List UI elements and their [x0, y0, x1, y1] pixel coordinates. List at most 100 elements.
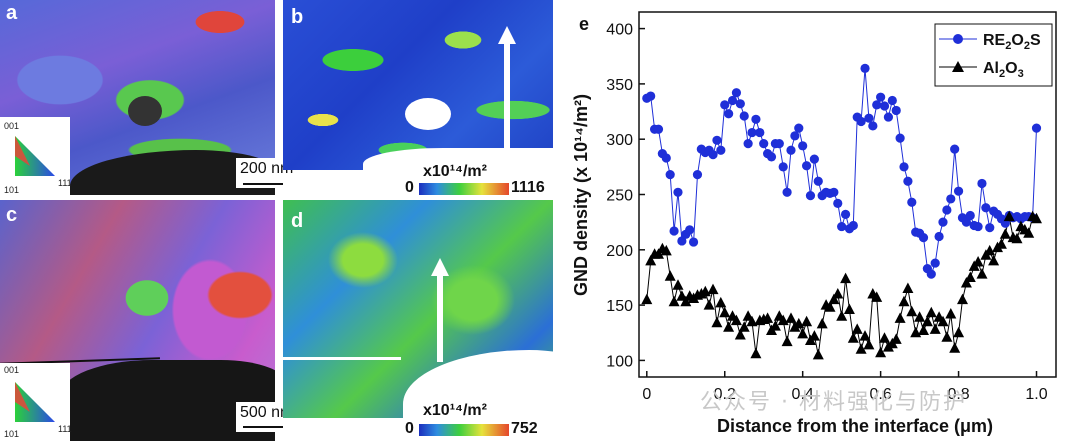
data-point-re2o2s [805, 191, 816, 201]
y-tick-label: 150 [606, 298, 633, 315]
ipf-key-101: 101 [4, 185, 20, 195]
data-point-re2o2s [669, 226, 679, 236]
data-point-al2o3 [664, 270, 676, 281]
panel-label-e: e [579, 14, 589, 34]
data-point-al2o3 [960, 277, 972, 288]
data-point-al2o3 [941, 331, 953, 342]
data-point-re2o2s [872, 100, 882, 110]
data-point-re2o2s [895, 133, 905, 143]
data-point-al2o3 [953, 326, 965, 338]
data-point-al2o3 [921, 315, 933, 327]
data-point-re2o2s [716, 145, 726, 155]
data-point-re2o2s [848, 220, 858, 231]
data-point-re2o2s [731, 88, 742, 98]
data-point-al2o3 [797, 327, 809, 339]
data-point-al2o3 [828, 293, 840, 305]
data-point-al2o3 [988, 254, 1000, 266]
data-point-re2o2s [946, 194, 956, 204]
data-point-re2o2s [907, 197, 917, 207]
data-point-re2o2s [759, 139, 769, 149]
data-point-al2o3 [832, 288, 844, 299]
data-point-al2o3 [750, 347, 762, 359]
data-point-re2o2s [794, 123, 804, 133]
data-point-re2o2s [899, 162, 909, 172]
data-point-al2o3 [945, 308, 957, 319]
data-point-al2o3 [1003, 210, 1015, 222]
data-point-al2o3 [1023, 227, 1035, 238]
y-tick-label: 200 [606, 243, 633, 260]
data-point-re2o2s [938, 217, 948, 227]
data-point-re2o2s [813, 176, 823, 186]
data-point-re2o2s [833, 198, 843, 208]
data-point-re2o2s [981, 203, 991, 213]
data-point-re2o2s [953, 186, 964, 196]
data-point-re2o2s [661, 153, 671, 163]
data-point-al2o3 [851, 323, 863, 334]
data-point-al2o3 [937, 315, 949, 327]
gnd-density-chart: e 100 150 200 250 300 350 400 0 0.2 0.4 0.6 0.8 1.0… [571, 11, 1057, 436]
x-tick-label: 0.2 [714, 386, 736, 403]
data-point-re2o2s [856, 116, 866, 127]
data-point-re2o2s [739, 111, 749, 121]
y-tick-label: 400 [606, 22, 633, 39]
legend-marker-al2o3 [952, 61, 964, 72]
data-point-al2o3 [925, 306, 937, 318]
data-point-re2o2s [692, 169, 703, 180]
data-point-re2o2s [786, 145, 796, 155]
data-point-al2o3 [840, 272, 852, 284]
data-point-re2o2s [860, 63, 870, 74]
data-point-re2o2s [755, 127, 765, 138]
data-point-al2o3 [847, 332, 859, 343]
data-point-re2o2s [774, 139, 784, 149]
data-point-re2o2s [653, 124, 664, 134]
colorbar-unit-d: x10¹⁴/m² [423, 402, 487, 419]
data-point-al2o3 [972, 256, 984, 267]
panel-label-d: d [291, 210, 304, 232]
data-point-al2o3 [734, 329, 746, 340]
arrow-up-icon [431, 258, 449, 276]
ipf-triangle-icon [15, 136, 55, 176]
data-point-al2o3 [672, 279, 684, 290]
y-tick-label: 250 [606, 188, 633, 205]
watermark-text: 公众号 · 材料强化与防护 [700, 390, 967, 415]
data-point-re2o2s [751, 114, 761, 124]
data-point-al2o3 [906, 305, 918, 317]
data-point-al2o3 [719, 306, 731, 318]
data-point-al2o3 [781, 335, 793, 347]
data-point-re2o2s [708, 150, 718, 160]
data-point-al2o3 [746, 315, 758, 327]
x-axis-label: Distance from the interface (μm) [717, 416, 993, 436]
scale-bar-c [243, 426, 283, 428]
data-point-al2o3 [1011, 232, 1023, 244]
colorbar-max-d: 752 [511, 420, 538, 437]
data-point-re2o2s [766, 152, 777, 162]
y-tick-label: 100 [606, 353, 633, 370]
data-point-al2o3 [711, 316, 723, 328]
ipf-key-a: 001 101 [0, 117, 70, 195]
data-point-al2o3 [995, 238, 1007, 249]
data-point-re2o2s [677, 236, 687, 246]
data-point-re2o2s [782, 187, 792, 197]
data-point-al2o3 [898, 295, 910, 307]
data-point-al2o3 [680, 295, 692, 307]
y-tick-label: 300 [606, 132, 633, 149]
ipf-key-111: 111 [58, 424, 72, 434]
particle-hole [405, 98, 451, 130]
data-point-al2o3 [645, 254, 657, 266]
data-point-re2o2s [790, 131, 800, 141]
data-point-al2o3 [836, 310, 848, 321]
data-point-re2o2s [646, 91, 656, 101]
data-point-al2o3 [801, 315, 813, 327]
data-point-al2o3 [999, 228, 1011, 239]
data-point-al2o3 [785, 312, 797, 323]
colorbar-min-d: 0 [405, 420, 414, 437]
x-tick-label: 0 [642, 386, 651, 403]
data-point-re2o2s [950, 144, 960, 154]
y-tick-label: 350 [606, 77, 633, 94]
data-point-re2o2s [727, 95, 738, 106]
data-point-al2o3 [871, 291, 883, 302]
data-point-re2o2s [868, 121, 878, 131]
colorbar-b: x10¹⁴/m² 0 1116 [405, 163, 555, 197]
data-point-al2o3 [762, 312, 774, 323]
data-point-re2o2s [1031, 123, 1042, 133]
